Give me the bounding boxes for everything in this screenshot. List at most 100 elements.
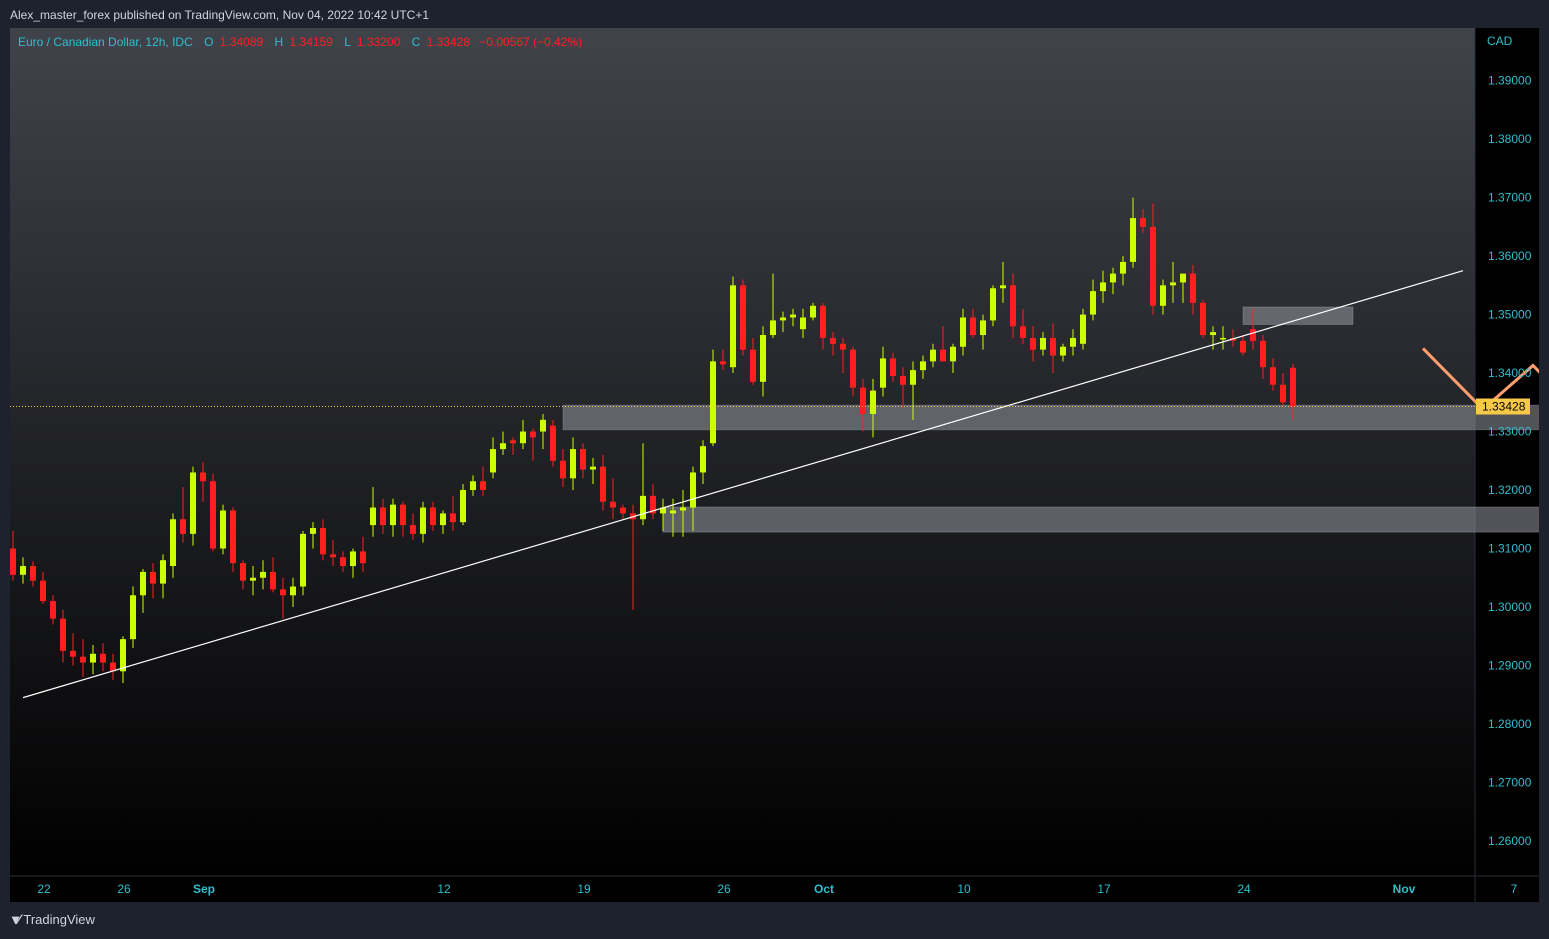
candle-67 [680,490,686,537]
candle-71 [720,349,726,371]
candle-80 [810,302,816,321]
candle-53 [540,413,546,450]
x-tick-label-8: 17 [1097,882,1111,896]
candle-84 [850,346,856,397]
candle-5 [60,609,66,663]
projection-path[interactable] [1421,347,1539,514]
x-tick-label-10: Nov [1393,882,1416,896]
candle-123 [1240,335,1246,356]
footer-bar [0,902,1549,939]
price-axis[interactable]: 1.39000 1.38000 1.37000 1.36000 1.35000 1.340… [1476,74,1532,848]
candle-76 [770,273,776,338]
candle-126 [1270,358,1276,391]
candle-27 [280,577,286,619]
candle-119 [1200,299,1206,338]
candle-108 [1090,279,1096,321]
candle-102 [1030,326,1036,362]
candle-36 [370,487,376,537]
y-tick-label-2: 1.37000 [1488,191,1532,205]
candle-91 [920,355,926,379]
candle-47 [480,466,486,496]
symbol-legend[interactable]: Euro / Canadian Dollar, 12h, IDC O 1.340… [18,35,582,49]
candle-35 [360,536,366,572]
price-zone-2[interactable] [662,506,1539,533]
candle-34 [350,548,356,578]
candle-45 [460,484,466,526]
time-axis[interactable]: 2226Sep121926Oct101724Nov7142125 [37,882,1539,896]
candle-107 [1080,308,1086,350]
ohlc-low: 1.33200 [357,35,401,49]
time-axis-background [10,876,1539,902]
candle-127 [1280,373,1286,406]
candle-19 [200,461,206,502]
publish-bar: Alex_master_forex published on TradingVi… [0,0,1549,28]
candles-layer [10,197,1296,684]
x-tick-label-11: 7 [1511,882,1518,896]
candle-48 [490,437,496,479]
x-tick-label-9: 24 [1237,882,1251,896]
candle-28 [290,577,296,607]
candle-39 [400,501,406,537]
candle-25 [260,560,266,590]
candle-41 [420,501,426,543]
candlestick-chart[interactable]: 1.39000 1.38000 1.37000 1.36000 1.35000 1.340… [10,28,1539,902]
candle-60 [610,478,616,520]
candle-22 [230,507,236,572]
candle-4 [50,595,56,625]
candle-112 [1130,197,1136,268]
candle-117 [1180,273,1186,303]
x-tick-label-3: 12 [437,882,451,896]
candle-109 [1100,270,1106,303]
candle-13 [140,568,146,613]
candle-89 [900,367,906,409]
candle-10 [110,653,116,681]
candle-17 [180,487,186,543]
candle-74 [750,337,756,385]
candle-40 [410,513,416,540]
candle-20 [210,473,216,552]
candle-37 [380,498,386,534]
candle-105 [1060,343,1066,362]
candle-44 [450,495,456,531]
candle-14 [150,563,156,599]
currency-label: CAD [1487,34,1513,48]
y-tick-label-3: 1.36000 [1488,249,1532,263]
candle-97 [980,314,986,350]
candle-120 [1210,326,1216,350]
candle-88 [890,352,896,382]
y-tick-label-10: 1.29000 [1488,658,1532,672]
symbol-name: Euro / Canadian Dollar, 12h, IDC [18,35,193,49]
candle-69 [700,440,706,485]
candle-115 [1160,279,1166,315]
price-zone-1[interactable] [562,404,1539,431]
candle-18 [190,466,196,546]
tradingview-brand[interactable]: ▾⁄ TradingView [12,911,95,928]
ohlc-open-label: O [204,35,213,49]
candle-23 [240,560,246,590]
price-zone-3[interactable] [1242,306,1354,326]
candle-16 [170,513,176,578]
candle-104 [1050,323,1056,374]
candle-93 [940,326,946,362]
candle-49 [500,431,506,455]
y-tick-label-12: 1.27000 [1488,775,1532,789]
candle-106 [1070,329,1076,356]
candle-121 [1220,326,1226,350]
x-tick-label-6: Oct [814,882,834,896]
ohlc-close-label: C [412,35,421,49]
candle-50 [510,437,516,455]
y-tick-label-7: 1.32000 [1488,483,1532,497]
candle-9 [100,643,106,672]
ohlc-high-label: H [275,35,284,49]
candle-125 [1260,335,1266,379]
candle-30 [310,522,316,549]
candle-110 [1110,267,1116,295]
candle-21 [220,504,226,555]
candle-90 [910,361,916,420]
candle-57 [580,443,586,479]
candle-100 [1010,273,1016,338]
candle-46 [470,475,476,496]
last-price-label: 1.33428 [1482,400,1526,414]
trendline[interactable] [22,270,1464,699]
candle-96 [970,308,976,338]
